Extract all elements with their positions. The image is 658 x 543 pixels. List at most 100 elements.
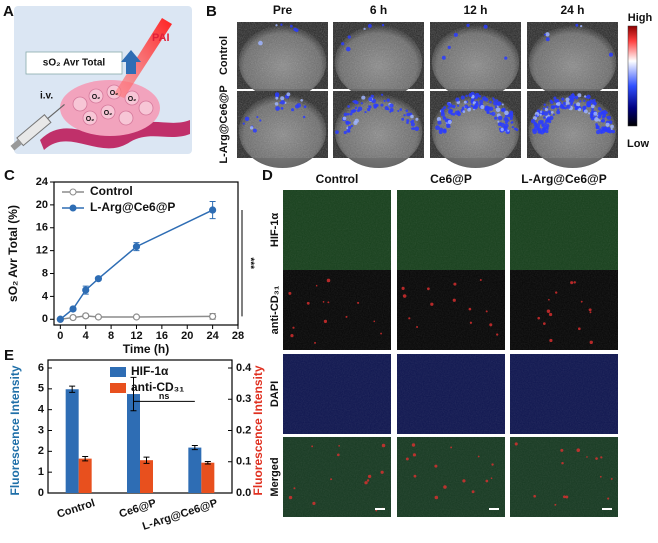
microscopy-image [510, 270, 618, 350]
vessel-signal [373, 320, 376, 323]
vessel-signal [381, 443, 386, 448]
oxygen-signal [504, 114, 507, 118]
oxygen-signal [403, 114, 406, 117]
vessel-signal [477, 455, 480, 458]
oxygen-signal [294, 28, 299, 32]
oxygen-signal [347, 126, 352, 130]
oxygen-labels: O₂ O₂ O₂ O₂ O₂ [86, 90, 137, 123]
oxygen-signal [538, 120, 543, 125]
oxygen-signal [583, 95, 587, 98]
oxygen-signal [397, 109, 400, 113]
vessel-signal [565, 495, 569, 499]
oxygen-signal [595, 129, 601, 135]
vessel-signal [489, 323, 493, 327]
vessel-signal [293, 487, 296, 490]
texture [283, 354, 391, 434]
oxygen-signal [415, 117, 419, 121]
texture [397, 270, 505, 350]
microscopy-image [397, 437, 505, 517]
panel-letter: B [206, 3, 217, 20]
oxygen-signal [280, 23, 283, 26]
vessel-signal [426, 287, 430, 291]
oxygen-signal [608, 120, 613, 124]
oxygen-signal [559, 104, 565, 109]
oxygen-signal [464, 104, 468, 109]
oxygen-signal [443, 129, 446, 132]
microscopy-image [283, 437, 391, 517]
speckle [527, 22, 618, 89]
oxygen-signal [471, 97, 475, 101]
legend-marker [69, 204, 77, 212]
oxygen-signal [503, 125, 508, 130]
syringe-needle [47, 103, 65, 120]
data-point [132, 313, 141, 321]
legend-marker [69, 188, 77, 196]
oxygen-signal [491, 111, 496, 116]
data-point [69, 305, 77, 313]
vessel-signal [434, 495, 439, 500]
oxygen-signal [259, 119, 262, 122]
oxygen-signal [607, 115, 612, 120]
vessel-signal [514, 442, 518, 446]
colorbar-high: High [628, 12, 653, 24]
y2-axis-label: Fluorescence Intensity [251, 365, 265, 495]
oxygen-signal [360, 102, 363, 105]
oxygen-signal [479, 99, 484, 104]
oxygen-signal [355, 100, 359, 105]
oxygen-signal [550, 111, 554, 114]
microscopy-image [397, 190, 505, 270]
data-point [56, 315, 64, 323]
oxygen-signal [497, 115, 503, 121]
oxygen-signal [605, 122, 610, 127]
column-header: 24 h [560, 3, 584, 17]
oxygen-signal [275, 106, 280, 111]
oxygen-signal [489, 100, 492, 104]
oxygen-signal [500, 108, 505, 112]
oxygen-signal [341, 42, 345, 46]
speckle [430, 22, 521, 89]
speckle [333, 22, 424, 89]
cell [82, 110, 98, 126]
oxygen-signal [571, 93, 575, 96]
oxygen-signal [463, 100, 467, 104]
vessel-signal [315, 284, 318, 287]
vessel-signal [479, 279, 482, 282]
indicator-label: sO₂ Avr Total [43, 58, 106, 69]
y2-tick-label: 0.4 [236, 362, 252, 374]
oxygen-signal [295, 104, 300, 109]
oxygen-signal [435, 125, 440, 131]
row-label: Control [218, 36, 230, 75]
panel-letter: D [262, 167, 273, 184]
oxygen-signal [275, 96, 279, 100]
oxygen-signal [343, 112, 348, 117]
vessel-signal [337, 453, 340, 457]
oxygen-signal [484, 97, 489, 102]
vessel-signal [462, 479, 466, 483]
oxygen-signal [386, 98, 390, 102]
oxygen-signal [489, 112, 492, 115]
texture [283, 270, 391, 350]
oxygen-signal [535, 114, 538, 117]
oxygen-signal [586, 100, 591, 106]
vessel-signal [375, 509, 378, 512]
vessel-signal [586, 456, 588, 458]
vessel-signal [548, 298, 550, 301]
oxygen-signal [561, 97, 565, 101]
column-header: Ce6@P [430, 172, 472, 186]
oxygen-signal [280, 100, 285, 105]
y-tick-label: 20 [36, 199, 48, 211]
vessel-signal [554, 503, 557, 506]
oxygen-signal [549, 115, 554, 121]
y-tick-label: 0 [38, 487, 44, 499]
data-point [94, 313, 103, 321]
significance-label: *** [244, 257, 255, 269]
oxygen-signal [436, 117, 442, 122]
vessel-signal [367, 474, 372, 479]
oxygen-signal [467, 107, 471, 112]
oxygen-signal [555, 99, 560, 103]
vessel-signal [413, 474, 417, 478]
vessel-signal [314, 341, 316, 344]
oxygen-signal [582, 105, 587, 111]
oxygen-signal [399, 108, 403, 111]
oxygen-signal [507, 119, 510, 122]
